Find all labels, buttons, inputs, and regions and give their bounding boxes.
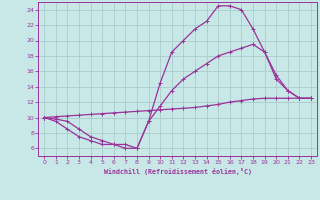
- X-axis label: Windchill (Refroidissement éolien,°C): Windchill (Refroidissement éolien,°C): [104, 168, 252, 175]
